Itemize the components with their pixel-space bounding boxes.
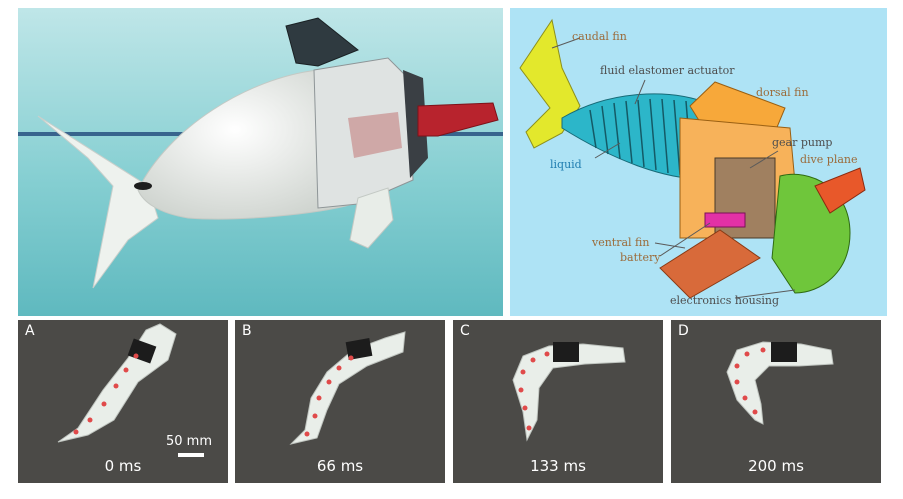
robot-fish-photo-drawing	[18, 8, 503, 316]
robot-fish-photo	[18, 8, 503, 316]
photo-dorsal-fin	[285, 17, 359, 67]
schematic-dive-plane	[814, 167, 866, 214]
sequence-frame-c: C 133 ms	[453, 320, 663, 483]
frame-time: 200 ms	[748, 457, 804, 475]
sequence-frame-a: A 50 mm 0 ms	[18, 320, 228, 483]
frame-b-fish	[289, 331, 406, 445]
frame-d-fish	[726, 341, 834, 425]
frame-letter: D	[678, 323, 689, 339]
scale-bar-label: 50 mm	[166, 434, 213, 449]
schematic-drawing	[519, 18, 866, 299]
robot-fish-schematic: caudal fin fluid elastomer actuator dors…	[510, 8, 887, 316]
photo-fish-body	[137, 69, 354, 220]
frame-time: 133 ms	[530, 457, 586, 475]
frame-letter: C	[460, 323, 470, 339]
frame-letter: A	[25, 323, 35, 339]
frame-time: 0 ms	[104, 457, 142, 475]
schematic-ventral-fin	[659, 229, 761, 299]
photo-red-stain	[348, 112, 402, 158]
photo-head-ring	[403, 70, 428, 178]
frame-c-fish	[512, 342, 626, 442]
label-ventral-fin: ventral fin	[592, 236, 650, 249]
label-electronics-housing: electronics housing	[670, 294, 779, 307]
photo-caudal-fin	[37, 115, 159, 289]
frame-time: 66 ms	[316, 457, 364, 475]
label-caudal-fin: caudal fin	[572, 30, 627, 43]
label-dorsal-fin: dorsal fin	[756, 86, 809, 99]
photo-ventral-fin	[349, 187, 394, 249]
label-fluid-elastomer-actuator: fluid elastomer actuator	[600, 64, 735, 77]
schematic-battery	[704, 212, 746, 228]
label-battery: battery	[620, 251, 661, 264]
photo-dive-plane	[417, 102, 499, 137]
label-liquid: liquid	[550, 158, 582, 171]
frame-a-fish	[57, 323, 177, 443]
photo-tape-band	[313, 57, 414, 209]
sequence-frame-d: D 200 ms	[671, 320, 881, 483]
photo-tail-joint	[134, 182, 152, 190]
sequence-frame-b: B 66 ms	[235, 320, 445, 483]
scale-bar	[178, 453, 204, 457]
label-gear-pump: gear pump	[772, 136, 833, 149]
frame-letter: B	[242, 323, 252, 339]
label-dive-plane: dive plane	[800, 153, 858, 166]
schematic-leader-lines	[551, 37, 796, 299]
